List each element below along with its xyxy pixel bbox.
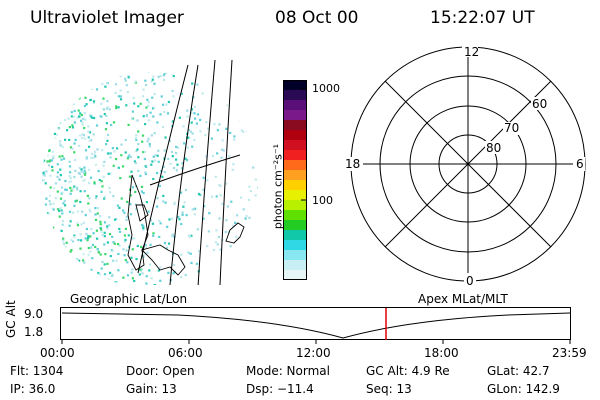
time-label: 15:22:07 UT — [430, 8, 535, 28]
colorbar-tick-100: 100 — [312, 194, 333, 207]
status-dsp: Dsp: −11.4 — [246, 382, 314, 396]
status-mode: Mode: Normal — [246, 364, 330, 378]
coastline — [127, 174, 245, 276]
polar-label-12: 12 — [464, 45, 480, 59]
colorbar-unit-label: photon cm⁻²s⁻¹ — [271, 143, 285, 230]
timeline-x-tick-1200: 12:00 — [296, 346, 331, 360]
timeline-x-tick-0600: 06:00 — [168, 346, 203, 360]
polar-label-0: 0 — [466, 274, 474, 288]
timeline-y-tick-1-8: 1.8 — [24, 325, 44, 339]
status-flt: Flt: 1304 — [10, 364, 64, 378]
polar-plot — [343, 44, 586, 287]
timeline-left-title: Geographic Lat/Lon — [70, 292, 188, 306]
uv-image-map — [42, 59, 258, 285]
altitude-timeline — [60, 307, 571, 344]
colorbar — [283, 80, 307, 280]
status-glat: GLat: 42.7 — [487, 364, 550, 378]
polar-label-18: 18 — [345, 157, 361, 171]
colorbar-tick-1000: 1000 — [312, 82, 340, 95]
timeline-y-axis-label: GC Alt — [4, 300, 18, 338]
timeline-right-title: Apex MLat/MLT — [418, 292, 508, 306]
meridian-lines — [137, 59, 241, 285]
status-seq: Seq: 13 — [366, 382, 412, 396]
timeline-x-tick-2359: 23:59 — [552, 346, 587, 360]
timeline-x-tick-1800: 18:00 — [424, 346, 459, 360]
timeline-x-tick-0000: 00:00 — [40, 346, 75, 360]
status-ip: IP: 36.0 — [10, 382, 56, 396]
timeline-y-tick-9: 9.0 — [24, 307, 44, 321]
status-glon: GLon: 142.9 — [487, 382, 560, 396]
date-label: 08 Oct 00 — [275, 8, 359, 28]
status-gc-alt: GC Alt: 4.9 Re — [366, 364, 450, 378]
status-door: Door: Open — [126, 364, 195, 378]
polar-lat-70: 70 — [504, 121, 520, 135]
status-gain: Gain: 13 — [126, 382, 177, 396]
app-title: Ultraviolet Imager — [30, 8, 184, 28]
polar-label-6: 6 — [576, 157, 584, 171]
polar-lat-60: 60 — [532, 97, 548, 111]
polar-lat-80: 80 — [486, 141, 502, 155]
